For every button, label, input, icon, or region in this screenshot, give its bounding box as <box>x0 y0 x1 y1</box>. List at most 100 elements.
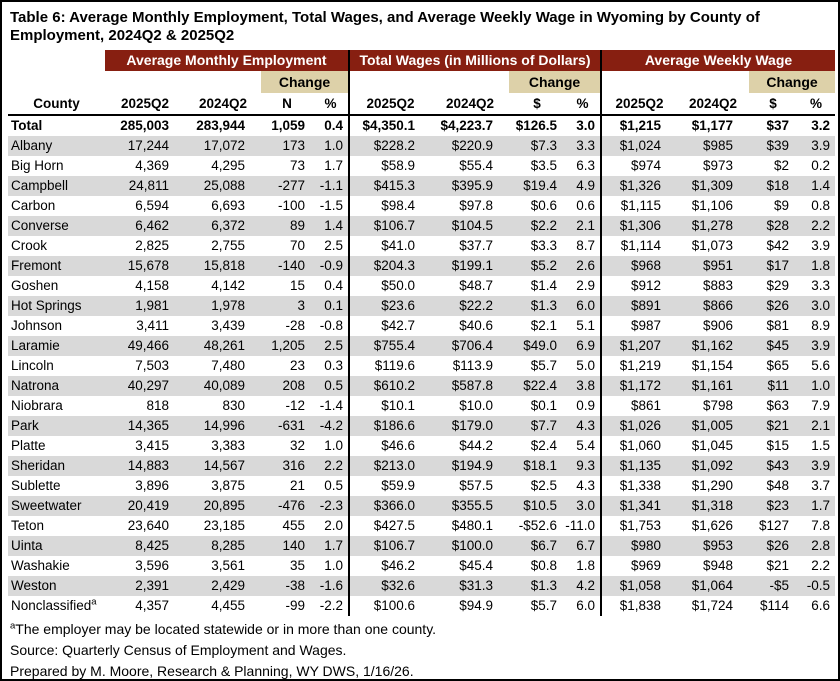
value-cell: 4.9 <box>565 176 601 196</box>
county-cell: Teton <box>11 518 45 533</box>
value-cell: 3,875 <box>211 478 245 493</box>
value-cell: $2 <box>773 158 789 173</box>
value-cell: $1,338 <box>600 476 677 496</box>
value-cell: 1.8 <box>576 558 595 573</box>
table-row: Washakie 3,596 3,561 35 1.0 $46.2 $45.4 $0.8 1.8… <box>8 556 835 576</box>
value-cell: $1,724 <box>691 598 733 613</box>
value-cell: $1,115 <box>600 196 677 216</box>
value-cell: $1,309 <box>677 176 749 196</box>
change-header-total-wages: Change <box>509 71 601 93</box>
change-header-employment: Change <box>261 71 349 93</box>
value-cell: 0.5 <box>313 376 349 396</box>
value-cell: 2.2 <box>811 558 830 573</box>
value-cell: $1.3 <box>509 576 565 596</box>
value-cell: $755.4 <box>348 336 431 356</box>
value-cell: $1,318 <box>677 496 749 516</box>
value-cell: -631 <box>261 416 313 436</box>
value-cell: 24,811 <box>105 176 185 196</box>
value-cell: 6.6 <box>811 598 830 613</box>
value-cell: -$52.6 <box>518 518 557 533</box>
value-cell: $114 <box>759 598 789 613</box>
value-cell: $18 <box>749 176 797 196</box>
value-cell: 818 <box>146 398 169 413</box>
value-cell: $1,073 <box>691 238 733 253</box>
value-cell: $912 <box>600 276 677 296</box>
value-cell: $10.1 <box>348 396 431 416</box>
table-row: Hot Springs 1,981 1,978 3 0.1 $23.6 $22.2 $1.3 6… <box>8 296 835 316</box>
value-cell: -11.0 <box>565 518 595 533</box>
value-cell: 1.7 <box>324 158 343 173</box>
value-cell: 6,372 <box>185 216 261 236</box>
value-cell: 6,462 <box>105 216 185 236</box>
table-row: Sheridan 14,883 14,567 316 2.2 $213.0 $194.9 $1… <box>8 456 835 476</box>
value-cell: 2.0 <box>324 518 343 533</box>
value-cell: 7.8 <box>811 518 830 533</box>
value-cell: 7,503 <box>135 358 169 373</box>
value-cell: 3.7 <box>811 478 830 493</box>
value-cell: -$5 <box>749 576 797 596</box>
value-cell: -12 <box>285 398 305 413</box>
value-cell: $104.5 <box>431 216 509 236</box>
table-row: Niobrara 818 830 -12 -1.4 $10.1 $10.0 $0.1 0.9 $8… <box>8 396 835 416</box>
value-cell: $204.3 <box>348 256 431 276</box>
county-cell: Nonclassifieda <box>11 596 97 613</box>
county-cell: Converse <box>8 216 105 236</box>
value-cell: 4,142 <box>211 278 245 293</box>
value-cell: 89 <box>261 216 313 236</box>
value-cell: $45 <box>749 336 797 356</box>
value-cell: $366.0 <box>348 496 431 516</box>
value-cell: -2.3 <box>313 496 349 516</box>
value-cell: $26 <box>749 536 797 556</box>
value-cell: $10.5 <box>509 496 565 516</box>
value-cell: $18.1 <box>509 456 565 476</box>
value-cell: $4,350.1 <box>348 115 431 136</box>
table-row: Converse 6,462 6,372 89 1.4 $106.7 $104.5 $2.2 2… <box>8 216 835 236</box>
value-cell: $2.4 <box>530 438 557 453</box>
table-body: Total 285,003 283,944 1,059 0.4 $4,350.1 $4,22… <box>8 115 835 616</box>
value-cell: 2,429 <box>185 576 261 596</box>
county-cell: Carbon <box>11 198 56 213</box>
value-cell: 285,003 <box>120 118 169 133</box>
total-row: Total 285,003 283,944 1,059 0.4 $4,350.1 $4,22… <box>8 115 835 136</box>
value-cell: 0.6 <box>576 198 595 213</box>
table-row: Park 14,365 14,996 -631 -4.2 $186.6 $179.0 $7.7… <box>8 416 835 436</box>
value-cell: $22.4 <box>509 376 565 396</box>
value-cell: -1.6 <box>313 576 349 596</box>
value-cell: $1,060 <box>600 436 677 456</box>
value-cell: 4.3 <box>576 478 595 493</box>
col-header-weekly-2025q2: 2025Q2 <box>600 93 677 115</box>
value-cell: 3,896 <box>135 478 169 493</box>
value-cell: 48,261 <box>185 336 261 356</box>
value-cell: 1.4 <box>797 176 835 196</box>
value-cell: 4,295 <box>211 158 245 173</box>
county-cell: Crook <box>11 238 48 253</box>
value-cell: 7,480 <box>211 358 245 373</box>
value-cell: $23.6 <box>348 296 431 316</box>
value-cell: 1,205 <box>261 336 313 356</box>
value-cell: $706.4 <box>431 336 509 356</box>
value-cell: $11 <box>749 376 797 396</box>
table-row: Natrona 40,297 40,089 208 0.5 $610.2 $587.8 $22… <box>8 376 835 396</box>
value-cell: $65 <box>766 358 789 373</box>
value-cell: $866 <box>677 296 749 316</box>
value-cell: 70 <box>289 238 305 253</box>
value-cell: 2,825 <box>135 238 169 253</box>
value-cell: $1,341 <box>600 496 677 516</box>
value-cell: 20,419 <box>105 496 185 516</box>
value-cell: 2.8 <box>797 536 835 556</box>
value-cell: $81 <box>766 318 789 333</box>
county-cell: Washakie <box>11 558 70 573</box>
value-cell: 3.2 <box>811 118 830 133</box>
value-cell: 173 <box>261 136 313 156</box>
value-cell: 0.4 <box>324 118 343 133</box>
value-cell: $948 <box>702 558 733 573</box>
value-cell: $861 <box>600 396 677 416</box>
footnote-source: Source: Quarterly Census of Employment a… <box>10 642 347 658</box>
value-cell: $15 <box>766 438 789 453</box>
value-cell: $587.8 <box>431 376 509 396</box>
value-cell: $1.3 <box>509 296 565 316</box>
county-cell: Total <box>11 118 43 133</box>
table-row: Lincoln 7,503 7,480 23 0.3 $119.6 $113.9 $5.7 5.… <box>8 356 835 376</box>
value-cell: 1.8 <box>797 256 835 276</box>
value-cell: 3.0 <box>576 118 595 133</box>
